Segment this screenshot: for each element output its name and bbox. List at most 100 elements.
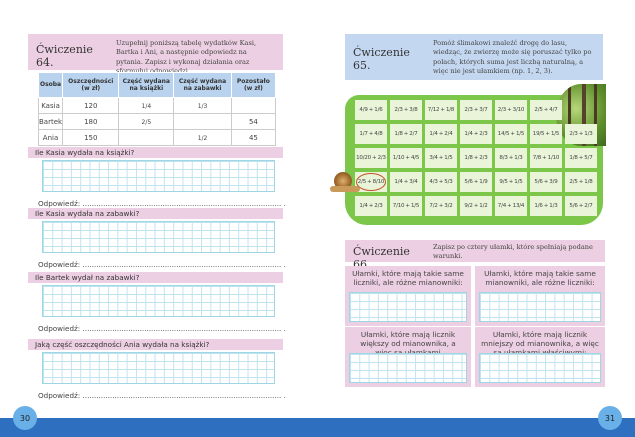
table-header: Pozostało (w zł) [230,72,277,98]
fraction: 1/4 [359,203,368,209]
fraction: 2/3 [394,107,403,113]
table-cell[interactable]: 54 [230,113,277,130]
table-cell[interactable]: 1/2 [173,129,232,146]
table-header: Część wydana na zabawki [173,72,232,98]
calculation-grid[interactable] [42,352,275,384]
table-cell[interactable]: 1/3 [173,97,232,114]
maze-cell[interactable]: 10/20 +2/3 [355,148,387,168]
maze-cell[interactable]: 2/5 +4/7 [530,100,562,120]
maze-cell[interactable]: 19/5 +1/5 [530,124,562,144]
fraction: 7/2 [429,203,438,209]
fraction: 3/4 [429,155,438,161]
maze-cell[interactable]: 1/10 +4/5 [390,148,422,168]
plus-sign: + [438,155,444,161]
fraction: 1/5 [444,155,453,161]
table-cell[interactable] [118,129,175,146]
maze-cell[interactable]: 2/3 +3/8 [390,100,422,120]
answer-line[interactable]: Odpowiedź: .............................… [38,391,286,400]
maze-cell[interactable]: 2/5 +8/10 [355,172,387,192]
maze-cell[interactable]: 5/6 +2/7 [565,196,597,216]
calculation-grid[interactable] [42,285,275,317]
maze-cell[interactable]: 7/12 +1/8 [425,100,457,120]
maze-cell[interactable]: 2/5 +1/8 [565,172,597,192]
fraction: 2/3 [479,155,488,161]
table-cell[interactable] [173,113,232,130]
table-cell[interactable]: 1/4 [118,97,175,114]
maze-cell[interactable]: 7/2 +3/2 [425,196,457,216]
answer-grid[interactable] [479,353,601,383]
answer-grid[interactable] [349,292,467,322]
fraction: 1/4 [141,102,152,110]
fraction-box-proper: Ułamki, które mają licznik mniejszy od m… [475,327,605,387]
maze-cell[interactable]: 5/6 +1/9 [460,172,492,192]
expenses-table: Osoba Oszczędności (w zł) Część wydana na … [37,72,277,146]
table-row: Ania 150 1/2 45 [37,129,277,146]
answer-grid[interactable] [479,292,601,322]
maze-cell[interactable]: 1/8 +2/7 [390,124,422,144]
fraction: 1/7 [359,131,368,137]
maze-cell[interactable]: 9/5 +1/5 [495,172,527,192]
maze-cell[interactable]: 1/4 +2/3 [355,196,387,216]
maze-cell[interactable]: 1/6 +1/3 [530,196,562,216]
fraction: 3/10 [512,107,525,113]
table-cell: 120 [62,97,120,114]
plus-sign: + [578,203,584,209]
calculation-grid[interactable] [42,160,275,192]
plus-sign: + [371,155,377,161]
maze-cell[interactable]: 5/6 +3/9 [530,172,562,192]
fraction: 7/10 [392,203,405,209]
cell-value: Kasia [41,101,60,110]
fraction: 14/5 [497,131,510,137]
maze-cell[interactable]: 2/3 +3/7 [460,100,492,120]
fraction: 1/5 [550,131,560,137]
calculation-grid[interactable] [42,221,275,253]
maze-cell[interactable]: 4/9 +1/6 [355,100,387,120]
plus-sign: + [438,131,444,137]
maze-cell[interactable]: 14/5 +1/5 [495,124,527,144]
exercise-instructions: Pomóż ślimakowi znaleźć drogę do lasu, w… [433,39,592,76]
answer-line[interactable]: Odpowiedź: .............................… [38,199,286,208]
answer-line[interactable]: Odpowiedź: .............................… [38,260,286,269]
fraction: 2/3 [374,203,383,209]
maze-cell[interactable]: 7/10 +1/5 [390,196,422,216]
fraction: 4/8 [374,131,383,137]
answer-line[interactable]: Odpowiedź: .............................… [38,324,286,333]
fraction: 2/3 [497,107,507,113]
fraction: 1/8 [584,179,593,185]
maze-cell[interactable]: 3/4 +1/5 [425,148,457,168]
maze-cell[interactable]: 7/8 +1/10 [530,148,562,168]
plus-sign: + [473,203,479,209]
plus-sign: + [438,179,444,185]
fraction: 8/3 [499,155,508,161]
maze-cell[interactable]: 1/8 +2/3 [460,148,492,168]
table-cell[interactable]: 2/5 [118,113,175,130]
question: Ile Kasia wydała na książki? [28,147,283,158]
maze-cell[interactable]: 1/4 +2/3 [460,124,492,144]
fraction: 3/9 [549,179,558,185]
maze-cell[interactable]: 1/7 +4/8 [355,124,387,144]
fraction: 2/3 [377,155,386,161]
maze-cell[interactable]: 2/3 +1/3 [565,124,597,144]
plus-sign: + [543,203,549,209]
fraction: 1/3 [549,203,558,209]
table-cell: Ania [37,129,64,146]
maze-cell[interactable]: 4/3 +5/3 [425,172,457,192]
maze-cell[interactable]: 1/4 +3/4 [390,172,422,192]
maze-cell[interactable]: 1/8 +5/7 [565,148,597,168]
exercise-64-header: Ćwiczenie 64. Uzupełnij poniższą tabelę … [28,34,283,75]
table-cell: Bartek [37,113,64,130]
maze-cell[interactable]: 2/3 +3/10 [495,100,527,120]
maze-cell[interactable]: 9/2 +1/2 [460,196,492,216]
table-cell[interactable] [230,97,277,114]
plus-sign: + [578,179,584,185]
plus-sign: + [405,203,410,209]
fraction: 3/4 [409,179,418,185]
table-cell[interactable]: 45 [230,129,277,146]
maze-cell[interactable]: 1/4 +2/4 [425,124,457,144]
answer-grid[interactable] [349,353,467,383]
plus-sign: + [403,179,409,185]
fraction: 5/6 [534,179,543,185]
table-header-row: Osoba Oszczędności (w zł) Część wydana na … [37,72,277,98]
maze-cell[interactable]: 8/3 +1/3 [495,148,527,168]
maze-cell[interactable]: 7/4 +13/4 [495,196,527,216]
